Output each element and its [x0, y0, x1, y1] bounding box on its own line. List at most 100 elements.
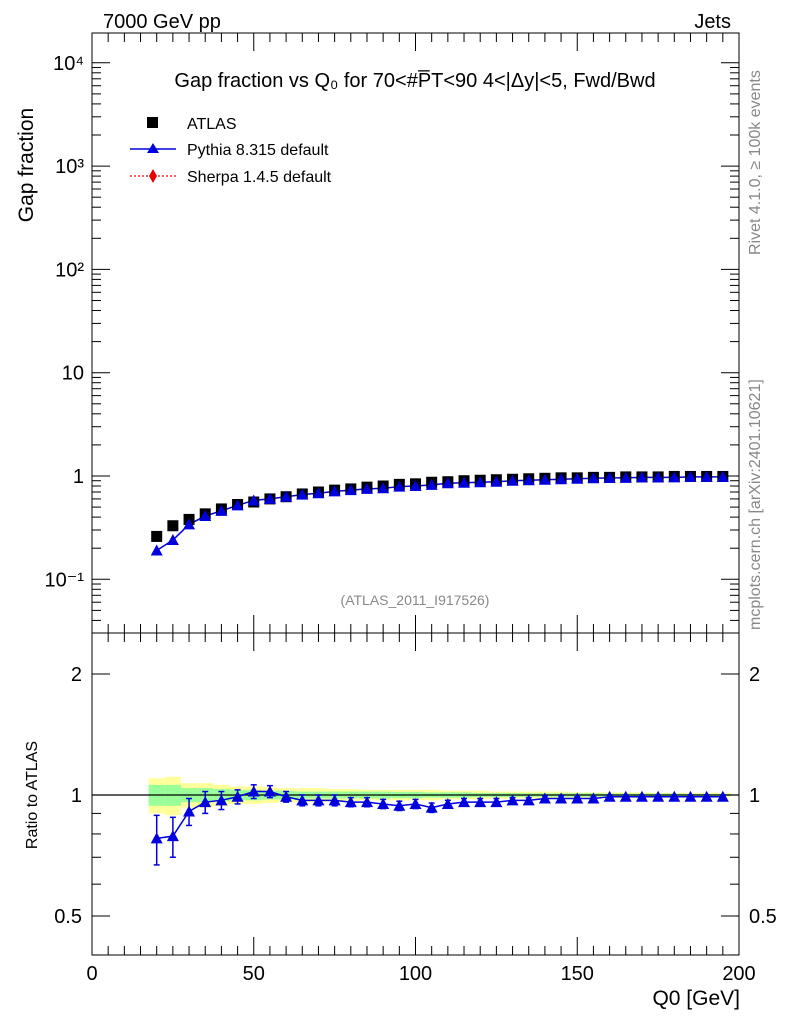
pythia-data-point — [603, 471, 616, 483]
pythia-ratio-point — [716, 790, 729, 802]
pythia-ratio-point — [393, 799, 406, 811]
legend-pythia-label: Pythia 8.315 default — [187, 142, 329, 159]
pythia-data-point — [377, 482, 390, 494]
pythia-ratio-point — [166, 830, 179, 842]
pythia-ratio-point — [360, 796, 373, 808]
pythia-ratio-point — [263, 785, 276, 797]
pythia-ratio-point — [231, 790, 244, 802]
pythia-data-point — [619, 471, 632, 483]
pythia-ratio-point — [490, 796, 503, 808]
pythia-data-point — [506, 474, 519, 486]
pythia-ratio-point — [328, 794, 341, 806]
pythia-data-point — [635, 471, 648, 483]
pythia-ratio-point — [555, 792, 568, 804]
pythia-ratio-point — [312, 794, 325, 806]
pythia-ratio-point — [150, 832, 163, 844]
main-y-tick-label: 10⁻¹ — [45, 569, 85, 591]
pythia-ratio-point — [409, 797, 422, 809]
legend: ATLAS Pythia 8.315 default Sherpa 1.4.5 … — [130, 116, 332, 186]
pythia-ratio-point — [215, 794, 228, 806]
ratio-y-tick-label-right: 0.5 — [749, 906, 777, 928]
pythia-ratio-point — [635, 790, 648, 802]
pythia-data-point — [458, 476, 471, 488]
pythia-ratio-point — [199, 796, 212, 808]
x-tick-label: 150 — [561, 963, 594, 985]
pythia-ratio-point — [700, 790, 713, 802]
pythia-ratio-point — [538, 792, 551, 804]
pythia-data-point — [296, 488, 309, 500]
pythia-data-point — [183, 518, 196, 530]
legend-sherpa-marker — [149, 169, 157, 183]
pythia-data-point — [280, 490, 293, 502]
pythia-ratio-point — [296, 794, 309, 806]
ratio-data-marks — [150, 784, 729, 866]
pythia-data-point — [199, 509, 212, 521]
pythia-data-point — [716, 470, 729, 482]
pythia-ratio-point — [668, 790, 681, 802]
main-y-tick-label: 10² — [55, 259, 84, 281]
ratio-y-axis-label: Ratio to ATLAS — [24, 741, 41, 849]
legend-pythia-marker — [147, 143, 159, 153]
pythia-data-point — [247, 494, 260, 506]
pythia-data-point — [263, 492, 276, 504]
x-tick-label: 0 — [86, 963, 97, 985]
header-category-label: Jets — [694, 11, 731, 33]
pythia-data-point — [490, 475, 503, 487]
pythia-data-point — [538, 473, 551, 485]
pythia-data-point — [344, 484, 357, 496]
x-tick-label: 50 — [243, 963, 265, 985]
main-data-marks — [150, 470, 729, 556]
legend-atlas-label: ATLAS — [187, 116, 237, 133]
pythia-ratio-point — [619, 790, 632, 802]
main-y-tick-label: 10 — [62, 363, 84, 385]
pythia-data-point — [312, 487, 325, 499]
pythia-data-point — [571, 472, 584, 484]
rivet-version-label: Rivet 4.1.0, ≥ 100k events — [747, 70, 764, 255]
pythia-ratio-point — [474, 796, 487, 808]
pythia-data-point — [587, 472, 600, 484]
pythia-data-point — [652, 471, 665, 483]
header-energy-label: 7000 GeV pp — [103, 11, 221, 33]
pythia-ratio-point — [344, 796, 357, 808]
pythia-data-point — [700, 470, 713, 482]
pythia-ratio-point — [603, 790, 616, 802]
pythia-data-point — [668, 471, 681, 483]
main-axis-ticks: 10⁻¹ 1 10 10² 10³ 10⁴ — [45, 33, 740, 633]
pythia-data-point — [393, 480, 406, 492]
pythia-data-point — [150, 544, 163, 556]
pythia-data-point — [441, 477, 454, 489]
pythia-ratio-point — [652, 790, 665, 802]
legend-sherpa-label: Sherpa 1.4.5 default — [187, 169, 332, 186]
main-y-tick-label: 10⁴ — [53, 53, 84, 75]
pythia-data-point — [425, 478, 438, 490]
pythia-data-point — [555, 473, 568, 485]
pythia-data-point — [328, 485, 341, 497]
pythia-data-point — [360, 482, 373, 494]
analysis-watermark: (ATLAS_2011_I917526) — [341, 592, 490, 608]
pythia-data-point — [522, 474, 535, 486]
pythia-data-point — [684, 470, 697, 482]
atlas-data-point — [167, 520, 179, 532]
pythia-ratio-point — [684, 790, 697, 802]
pythia-ratio-point — [587, 792, 600, 804]
pythia-ratio-point — [280, 790, 293, 802]
pythia-ratio-point — [441, 797, 454, 809]
pythia-ratio-point — [458, 796, 471, 808]
main-y-axis-label: Gap fraction — [15, 108, 38, 222]
pythia-main-line — [156, 476, 723, 552]
ratio-axis-ticks: 0 50 100 150 200 0.5 0.5 1 1 2 2 — [54, 633, 777, 985]
pythia-data-point — [166, 534, 179, 546]
ratio-y-tick-label: 2 — [71, 664, 82, 686]
pythia-ratio-point — [506, 794, 519, 806]
pythia-ratio-point — [183, 805, 196, 817]
legend-atlas-marker — [147, 117, 158, 128]
x-axis-label: Q0 [GeV] — [652, 987, 740, 1010]
ratio-y-tick-label: 0.5 — [54, 906, 82, 928]
main-y-tick-label: 1 — [73, 466, 84, 488]
atlas-data-point — [151, 530, 163, 542]
pythia-ratio-point — [377, 797, 390, 809]
mcplots-label: mcplots.cern.ch [arXiv:2401.10621] — [747, 379, 764, 630]
pythia-data-point — [231, 499, 244, 511]
ratio-y-tick-label: 1 — [71, 785, 82, 807]
